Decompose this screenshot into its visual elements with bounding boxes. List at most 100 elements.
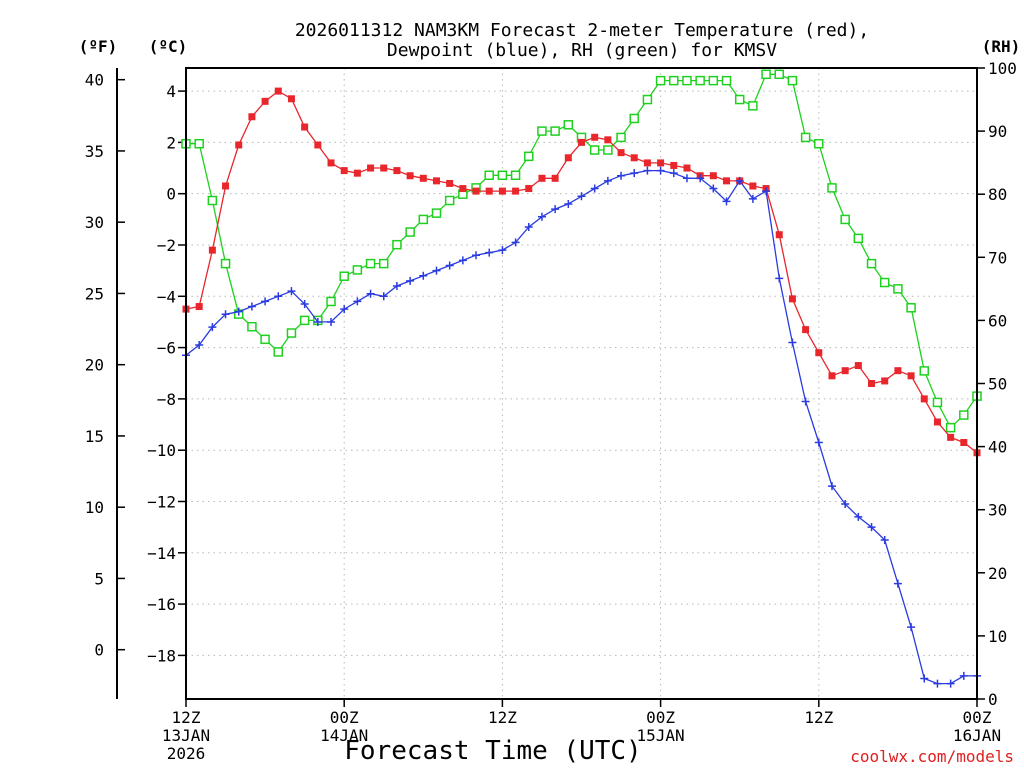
celsius-tick-label: −10 bbox=[147, 441, 176, 460]
rh-point bbox=[814, 138, 824, 149]
dewpoint-point bbox=[247, 302, 256, 311]
dewpoint-point bbox=[656, 166, 665, 175]
temperature-point bbox=[235, 141, 243, 149]
rh-tick-label: 0 bbox=[988, 690, 998, 709]
dewpoint-point bbox=[406, 276, 415, 285]
rh-point bbox=[260, 334, 270, 345]
chart-title-line2: Dewpoint (blue), RH (green) for KMSV bbox=[387, 40, 777, 61]
temperature-point bbox=[749, 182, 757, 190]
x-tick-date-label: 13JAN bbox=[162, 726, 210, 745]
dewpoint-point bbox=[195, 341, 204, 350]
rh-tick-label: 40 bbox=[988, 438, 1007, 457]
dewpoint-point bbox=[630, 169, 639, 178]
rh-point bbox=[840, 214, 850, 225]
celsius-tick-label: −12 bbox=[147, 492, 176, 511]
rh-point bbox=[682, 75, 692, 86]
rh-tick-label: 80 bbox=[988, 185, 1007, 204]
dewpoint-point bbox=[524, 223, 533, 232]
temperature-point bbox=[512, 187, 520, 195]
rh-tick-label: 20 bbox=[988, 564, 1007, 583]
x-tick-date-label: 15JAN bbox=[637, 726, 685, 745]
rh-tick-label: 60 bbox=[988, 311, 1007, 330]
dewpoint-point bbox=[498, 246, 507, 255]
rh-point bbox=[339, 271, 349, 281]
dewpoint-point bbox=[261, 297, 270, 306]
dewpoint-point bbox=[551, 205, 560, 214]
rh-point bbox=[616, 132, 626, 143]
series-layer bbox=[181, 69, 982, 688]
dewpoint-point bbox=[366, 289, 375, 298]
temperature-point bbox=[459, 185, 467, 193]
dewpoint-point bbox=[735, 176, 744, 185]
rh-point bbox=[537, 126, 547, 136]
rh-point bbox=[893, 284, 903, 294]
x-tick-year-label: 2026 bbox=[167, 744, 206, 763]
fahrenheit-tick-label: 25 bbox=[85, 284, 104, 303]
temperature-point bbox=[841, 367, 849, 375]
x-tick-label: 12Z bbox=[804, 708, 833, 727]
temperature-point bbox=[828, 372, 836, 380]
dewpoint-point bbox=[946, 679, 955, 688]
dewpoint-point bbox=[274, 292, 283, 301]
temperature-point bbox=[788, 295, 796, 303]
rh-point bbox=[563, 120, 574, 130]
rh-point bbox=[379, 258, 389, 269]
rh-point bbox=[721, 75, 732, 86]
celsius-tick-label: −18 bbox=[147, 646, 176, 665]
dewpoint-point bbox=[511, 238, 520, 247]
celsius-axis: 4 2 0 −2 −4 −6 −8 −10 −12 −14 −16 −18 bbox=[147, 82, 186, 665]
celsius-unit-label: (ºC) bbox=[149, 37, 188, 56]
dewpoint-point bbox=[880, 535, 889, 544]
temperature-point bbox=[485, 187, 493, 195]
rh-point bbox=[220, 258, 231, 269]
dewpoint-point bbox=[208, 323, 217, 332]
temperature-point bbox=[907, 372, 915, 380]
rh-series bbox=[181, 69, 982, 433]
temperature-point bbox=[630, 154, 638, 162]
dewpoint-point bbox=[353, 297, 362, 306]
x-tick-label: 12Z bbox=[172, 708, 201, 727]
celsius-tick-label: −16 bbox=[147, 595, 176, 614]
temperature-point bbox=[960, 438, 968, 446]
temperature-point bbox=[947, 433, 955, 441]
rh-point bbox=[748, 101, 758, 111]
rh-point bbox=[695, 75, 705, 86]
dewpoint-point bbox=[445, 261, 454, 270]
rh-point bbox=[497, 170, 508, 181]
rh-point bbox=[734, 94, 745, 105]
temperature-point bbox=[301, 123, 309, 131]
rh-point bbox=[207, 195, 218, 206]
temperature-point bbox=[920, 395, 928, 403]
dewpoint-point bbox=[788, 338, 797, 347]
dewpoint-point bbox=[748, 194, 757, 203]
plot-frame bbox=[185, 67, 978, 700]
rh-point bbox=[787, 75, 798, 86]
rh-point bbox=[932, 397, 943, 408]
temperature-point bbox=[933, 418, 941, 426]
dewpoint-point bbox=[485, 248, 494, 257]
rh-point bbox=[853, 233, 864, 244]
rh-point bbox=[418, 214, 429, 225]
x-axis-title: Forecast Time (UTC) bbox=[344, 736, 641, 766]
dewpoint-point bbox=[722, 197, 731, 206]
dewpoint-point bbox=[458, 256, 467, 265]
rh-tick-label: 70 bbox=[988, 248, 1007, 267]
rh-point bbox=[945, 422, 956, 433]
fahrenheit-tick-label: 20 bbox=[85, 356, 104, 375]
temperature-point bbox=[643, 159, 651, 167]
dewpoint-point bbox=[933, 679, 942, 688]
temperature-point bbox=[538, 174, 546, 182]
temperature-point bbox=[525, 185, 533, 193]
dewpoint-point bbox=[709, 184, 718, 193]
dewpoint-point bbox=[327, 317, 336, 326]
temperature-point bbox=[802, 326, 810, 334]
rh-point bbox=[655, 75, 666, 86]
temperature-point bbox=[670, 161, 678, 169]
dewpoint-point bbox=[854, 512, 863, 521]
temperature-point bbox=[353, 169, 361, 177]
rh-point bbox=[326, 296, 336, 307]
temperature-point bbox=[419, 174, 427, 182]
temperature-point bbox=[261, 97, 269, 105]
temperature-point bbox=[327, 159, 335, 167]
